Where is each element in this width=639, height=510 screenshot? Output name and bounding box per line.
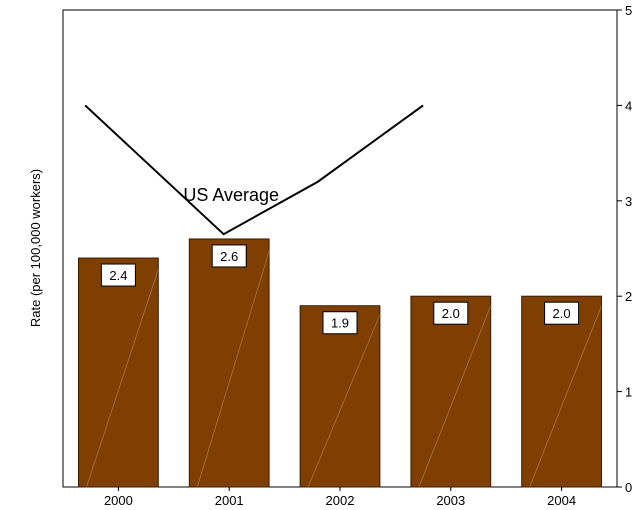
bar-2001 [188,238,270,488]
y-tick-label-1: 1 [625,385,632,400]
y-tick-label-0: 0 [625,480,632,495]
axis-ticks-group: 2000 2001 2002 2003 2004 0 1 2 3 4 5 [104,3,632,508]
data-label-2001: 2.6 [220,249,238,264]
data-label-2002: 1.9 [331,316,349,331]
x-tick-label-2002: 2002 [326,493,355,508]
bars-group [78,238,602,488]
bar-2003 [410,295,492,488]
bar-2004 [521,295,602,488]
bar-2002 [299,305,381,488]
data-label-2000: 2.4 [109,268,127,283]
bar-hatch-2001 [197,251,270,488]
y-axis-title: Rate (per 100,000 workers) [28,169,43,327]
bar-2000 [78,257,159,488]
y-tick-label-3: 3 [625,194,632,209]
y-tick-label-5: 5 [625,3,632,18]
data-labels-group: 2.4 2.6 1.9 2.0 2.0 [100,244,580,335]
data-label-box-2001 [211,244,247,268]
bar-hatch-2002 [307,314,381,488]
us-average-line [84,104,424,236]
bar-hatch-2004 [529,305,602,488]
y-tick-label-4: 4 [625,98,632,113]
us-average-label: US Average [183,185,279,205]
x-tick-label-2003: 2003 [436,493,465,508]
bar-hatch-2000 [86,269,159,488]
data-label-box-2004 [544,301,580,325]
us-average-line-group: US Average [84,104,424,236]
x-tick-label-2000: 2000 [104,493,133,508]
data-label-box-2002 [322,311,358,335]
bar-hatch-2003 [418,305,491,488]
data-label-2003: 2.0 [442,306,460,321]
data-label-2004: 2.0 [553,306,571,321]
y-tick-label-2: 2 [625,289,632,304]
data-label-box-2003 [433,301,469,325]
data-label-box-2000 [100,263,136,287]
x-tick-label-2004: 2004 [547,493,576,508]
x-tick-label-2001: 2001 [215,493,244,508]
